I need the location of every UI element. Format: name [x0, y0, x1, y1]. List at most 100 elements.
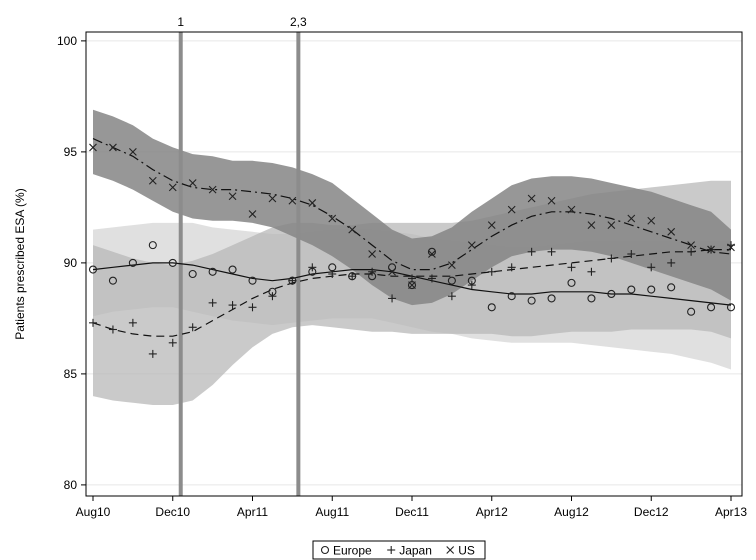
marker-shape	[567, 205, 576, 214]
data-point-japan	[388, 294, 397, 303]
marker-shape	[587, 294, 596, 303]
marker-shape	[228, 192, 237, 201]
marker-shape	[208, 267, 217, 276]
data-point-japan	[128, 318, 137, 327]
legend-label-europe: Europe	[333, 544, 372, 558]
marker-shape	[647, 285, 656, 294]
data-point-europe	[707, 303, 716, 312]
marker-shape	[128, 258, 137, 267]
data-point-europe	[567, 278, 576, 287]
axes: 80 85 90 95 100 Aug10 Dec10 Apr11 Aug11 Dec11 Apr1…	[57, 34, 747, 519]
data-point-japan	[627, 250, 636, 259]
marker-shape	[328, 214, 337, 223]
marker-shape	[507, 205, 516, 214]
marker-shape	[487, 303, 496, 312]
data-point-japan	[188, 323, 197, 332]
data-point-europe	[447, 276, 456, 285]
fit-line-us	[92, 138, 732, 271]
y-tick-label: 95	[64, 145, 78, 159]
y-tick-label: 85	[64, 367, 78, 381]
data-point-europe	[388, 263, 397, 272]
data-point-japan	[567, 263, 576, 272]
data-point-us	[667, 227, 676, 236]
data-point-japan	[348, 272, 357, 281]
y-tick-label: 100	[57, 34, 77, 48]
marker-shape	[647, 216, 656, 225]
data-point-us	[188, 179, 197, 187]
data-point-us	[268, 194, 277, 203]
data-point-europe	[607, 289, 616, 299]
data-point-us	[587, 221, 596, 230]
data-point-japan	[168, 338, 177, 347]
legend: Europe Japan US	[312, 540, 486, 560]
marker-shape	[687, 241, 696, 250]
marker-shape	[288, 196, 297, 205]
marker-shape	[467, 241, 476, 250]
reference-line-label: 1	[177, 15, 184, 29]
marker-shape	[527, 194, 536, 203]
data-point-us	[727, 243, 735, 252]
marker-shape	[607, 289, 616, 299]
data-point-us	[208, 185, 217, 194]
data-point-japan	[89, 318, 97, 327]
marker-shape	[148, 176, 157, 185]
marker-shape	[547, 196, 556, 205]
data-point-us	[109, 143, 117, 152]
data-point-us	[647, 216, 656, 225]
data-point-us	[547, 196, 556, 205]
data-point-us	[507, 205, 516, 214]
data-point-europe	[427, 247, 436, 256]
data-point-europe	[726, 303, 736, 312]
data-point-japan	[248, 303, 257, 312]
marker-shape	[368, 250, 377, 258]
marker-shape	[348, 225, 357, 234]
data-point-europe	[667, 283, 676, 292]
data-point-japan	[308, 263, 317, 272]
data-point-us	[607, 221, 616, 230]
data-point-japan	[547, 247, 556, 256]
x-tick-label: Apr12	[476, 505, 508, 519]
data-point-us	[168, 183, 177, 192]
data-point-europe	[587, 294, 596, 303]
data-point-japan	[228, 301, 237, 310]
marker-shape	[507, 292, 516, 301]
data-point-japan	[208, 298, 217, 307]
confidence-bands	[93, 109, 731, 405]
data-point-europe	[108, 276, 117, 285]
marker-shape	[89, 143, 97, 152]
data-point-europe	[547, 294, 556, 303]
x-tick-label: Aug12	[554, 505, 589, 519]
marker-shape	[428, 250, 436, 258]
data-point-us	[248, 210, 257, 218]
data-point-japan	[507, 263, 516, 272]
marker-shape	[388, 267, 396, 276]
data-point-us	[567, 205, 576, 214]
data-point-japan	[328, 269, 337, 278]
marker-shape	[667, 283, 676, 292]
marker-shape	[228, 265, 237, 274]
marker-shape	[607, 221, 616, 230]
data-point-us	[408, 281, 416, 289]
x-tick-label: Aug11	[315, 505, 349, 519]
data-point-us	[328, 214, 337, 223]
marker-shape	[188, 269, 197, 279]
data-point-japan	[687, 247, 696, 256]
data-point-europe	[248, 276, 257, 285]
marker-shape	[208, 185, 217, 194]
marker-shape	[527, 296, 536, 305]
marker-shape	[248, 210, 257, 218]
data-point-us	[368, 250, 377, 258]
marker-shape	[446, 546, 455, 554]
data-point-us	[148, 176, 157, 185]
marker-shape	[487, 221, 496, 230]
marker-shape	[427, 247, 436, 256]
data-point-japan	[667, 258, 676, 267]
legend-marker-japan	[387, 546, 396, 554]
x-tick-label: Aug10	[76, 505, 111, 519]
data-point-europe	[507, 292, 516, 301]
data-point-europe	[208, 267, 217, 276]
marker-shape	[109, 143, 117, 152]
data-point-europe	[148, 241, 157, 250]
legend-marker-europe	[320, 545, 330, 555]
